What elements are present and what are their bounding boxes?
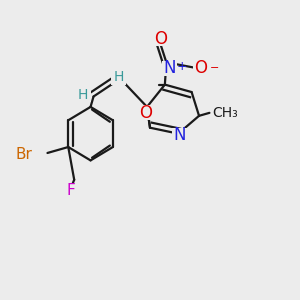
Text: O: O	[194, 59, 207, 77]
FancyBboxPatch shape	[138, 105, 153, 120]
FancyBboxPatch shape	[111, 70, 126, 85]
Text: H: H	[114, 70, 124, 84]
Text: Br: Br	[15, 147, 32, 162]
FancyBboxPatch shape	[64, 183, 79, 198]
Text: O: O	[154, 29, 167, 47]
FancyBboxPatch shape	[172, 128, 187, 142]
Text: CH₃: CH₃	[212, 106, 238, 120]
FancyBboxPatch shape	[193, 61, 208, 76]
FancyBboxPatch shape	[153, 31, 168, 46]
Text: +: +	[176, 60, 187, 73]
Text: N: N	[163, 59, 176, 77]
FancyBboxPatch shape	[162, 61, 177, 76]
FancyBboxPatch shape	[13, 147, 34, 162]
FancyBboxPatch shape	[76, 88, 91, 102]
Text: H: H	[78, 88, 88, 102]
Text: N: N	[173, 126, 186, 144]
Text: F: F	[67, 183, 76, 198]
Text: −: −	[209, 63, 219, 73]
Text: O: O	[139, 104, 152, 122]
